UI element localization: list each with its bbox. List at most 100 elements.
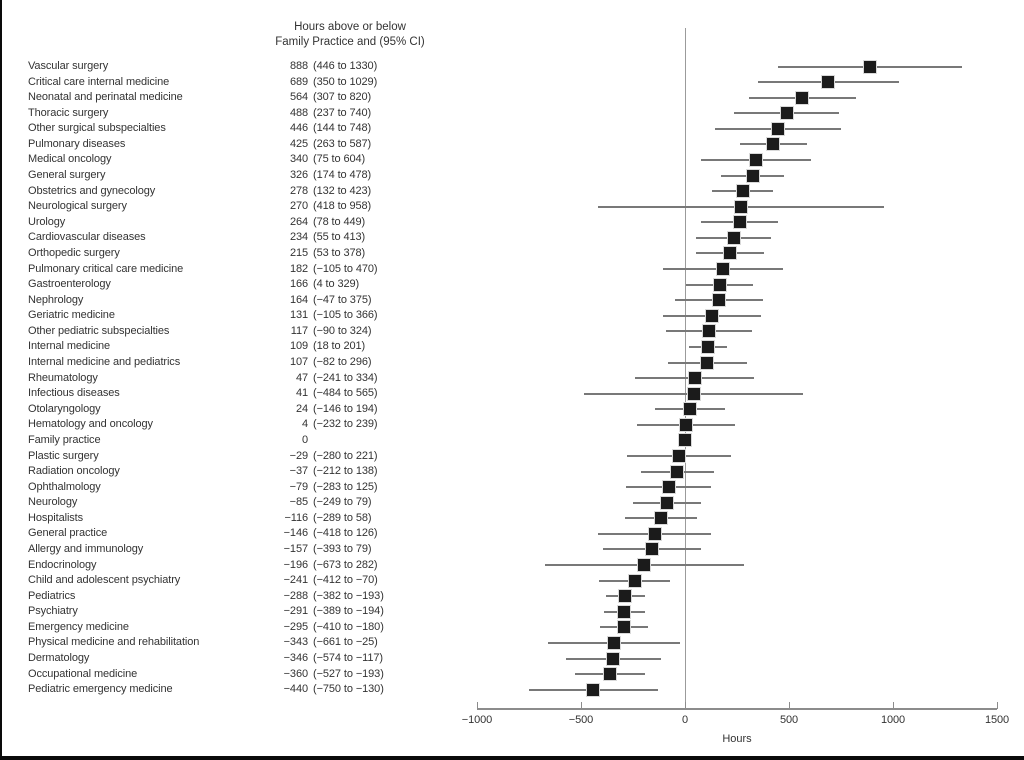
estimate-value: 215 [289,246,308,259]
estimate-value: 234 [289,231,308,244]
zero-reference-line [685,28,686,708]
point-estimate-marker [678,433,692,448]
estimate-value: 488 [289,106,308,119]
point-estimate-marker [735,184,750,199]
point-estimate-marker [671,449,686,463]
point-estimate-marker [795,90,810,105]
specialty-label: Obstetrics and gynecology [28,184,156,197]
ci-value: (−283 to 125) [313,480,378,493]
estimate-value: −295 [283,620,308,633]
point-estimate-marker [647,526,662,541]
estimate-value: 47 [295,371,308,384]
estimate-value: 278 [289,184,308,197]
ci-value: (−574 to −117) [313,652,383,665]
ci-value: (−82 to 296) [313,356,372,369]
specialty-label: Medical oncology [28,153,112,166]
specialty-label: Hematology and oncology [28,418,153,431]
estimate-value: −146 [283,527,308,540]
specialty-label: Critical care internal medicine [28,75,170,88]
point-estimate-marker [603,667,618,682]
figure-left-edge [0,0,2,760]
specialty-label: Plastic surgery [28,449,99,462]
point-estimate-marker [722,246,737,261]
point-estimate-marker [715,262,730,277]
ci-value: (4 to 329) [313,278,360,291]
estimate-value: 166 [289,278,308,291]
estimate-value: −288 [283,589,308,602]
column-header-line2: Family Practice and (95% CI) [275,36,425,48]
estimate-value: −29 [289,449,308,462]
x-axis-tick-mark [789,702,790,709]
ci-value: (−527 to −193) [313,667,384,680]
ci-value: (75 to 604) [313,153,366,166]
estimate-value: −360 [283,667,308,680]
point-estimate-marker [660,495,675,510]
point-estimate-marker [862,59,877,74]
specialty-label: Radiation oncology [28,465,120,478]
point-estimate-marker [702,324,717,339]
point-estimate-marker [779,106,794,121]
x-axis-title: Hours [722,733,752,745]
x-axis-tick-label: −1000 [461,714,493,726]
point-estimate-marker [745,168,760,183]
estimate-value: 182 [289,262,308,275]
estimate-value: 425 [289,137,308,150]
point-estimate-marker [766,137,781,152]
figure-bottom-edge [0,756,1024,760]
estimate-value: 340 [289,153,308,166]
column-header: Hours above or below Family Practice and… [228,20,472,50]
x-axis-line [477,708,997,710]
estimate-value: 131 [289,309,308,322]
ci-value: (−249 to 79) [313,496,372,509]
specialty-label: Orthopedic surgery [28,246,120,259]
estimate-value: −116 [284,511,308,524]
estimate-value: −157 [283,542,308,555]
point-estimate-marker [606,651,621,666]
specialty-label: Psychiatry [28,605,78,618]
ci-value: (−47 to 375) [313,293,372,306]
ci-value: (−90 to 324) [313,324,372,337]
x-axis-tick-label: 1000 [880,714,906,726]
estimate-value: 326 [289,169,308,182]
specialty-label: Occupational medicine [28,667,138,680]
column-header-line1: Hours above or below [294,21,406,33]
specialty-label: Internal medicine and pediatrics [28,356,181,369]
ci-value: (132 to 423) [313,184,372,197]
specialty-label: Physical medicine and rehabilitation [28,636,200,649]
ci-value: (−750 to −130) [313,683,384,696]
specialty-label: Pediatric emergency medicine [28,683,173,696]
estimate-value: −343 [283,636,308,649]
specialty-label: General practice [28,527,108,540]
ci-value: (350 to 1029) [313,75,378,88]
x-axis-tick-mark [685,702,686,709]
ci-value: (18 to 201) [313,340,366,353]
estimate-value: 117 [290,324,308,337]
estimate-value: −291 [283,605,308,618]
estimate-value: 888 [289,60,308,72]
point-estimate-marker [821,75,836,90]
ci-value: (78 to 449) [313,215,366,228]
specialty-label: Cardiovascular diseases [28,231,146,244]
ci-value: (−241 to 334) [313,371,378,384]
point-estimate-marker [678,417,693,432]
point-estimate-marker [637,558,652,573]
point-estimate-marker [606,635,621,650]
specialty-label: Other surgical subspecialties [28,122,166,135]
x-axis-tick-mark [581,702,582,709]
point-estimate-marker [627,573,642,588]
estimate-value: 4 [301,418,308,431]
ci-value: (418 to 958) [313,200,372,213]
ci-value: (−410 to −180) [313,620,384,633]
ci-value: (−146 to 194) [313,402,378,415]
point-estimate-marker [726,230,741,245]
estimate-value: 109 [289,340,308,353]
specialty-label: Neonatal and perinatal medicine [28,91,183,104]
specialty-label: Ophthalmology [28,480,101,493]
ci-value: (−382 to −193) [313,589,384,602]
specialty-label: Other pediatric subspecialties [28,324,170,337]
x-axis-tick-mark [477,702,478,709]
point-estimate-marker [705,308,720,323]
ci-value: (−280 to 221) [313,449,378,462]
specialty-label: Urology [28,215,66,228]
point-estimate-marker [734,199,749,214]
